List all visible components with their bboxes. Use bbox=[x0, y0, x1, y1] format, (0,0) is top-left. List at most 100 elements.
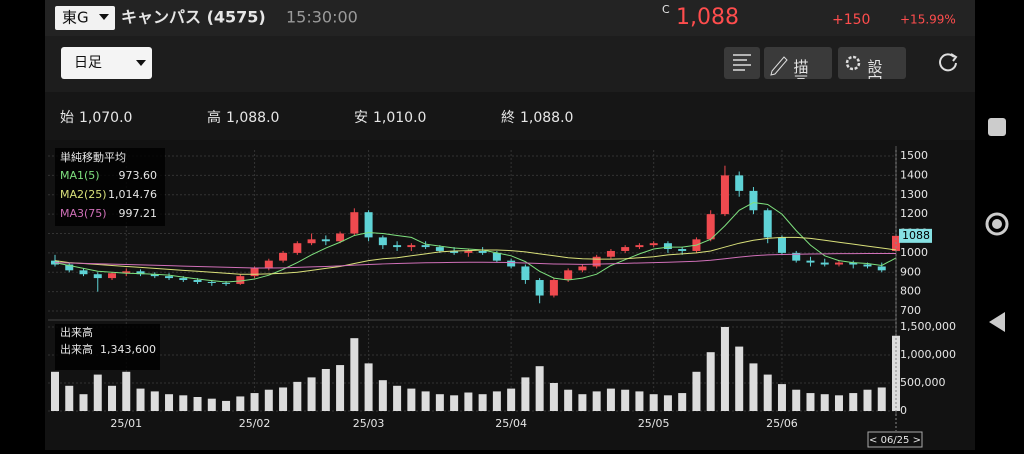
candle-body bbox=[777, 237, 786, 253]
volume-tick-label: 1,000,000 bbox=[900, 348, 956, 361]
volume-bar bbox=[450, 395, 459, 411]
ma-line bbox=[54, 236, 897, 275]
volume-bar bbox=[792, 389, 801, 411]
volume-bar bbox=[307, 377, 316, 411]
toolbar bbox=[45, 36, 975, 92]
time: 15:30:00 bbox=[286, 8, 358, 27]
draw-label: 描画 bbox=[792, 59, 810, 89]
candle-body bbox=[549, 280, 558, 296]
candle-body bbox=[350, 212, 359, 234]
candle-body bbox=[578, 266, 587, 271]
volume-bar bbox=[321, 368, 330, 411]
draw-button[interactable]: 描画 bbox=[764, 47, 832, 89]
volume-bar bbox=[65, 385, 74, 411]
candle-body bbox=[236, 276, 245, 284]
y-tick-label: 900 bbox=[900, 265, 921, 278]
nav-home[interactable] bbox=[985, 212, 1009, 236]
candle-body bbox=[264, 260, 273, 269]
x-tick-label: 25/05 bbox=[638, 417, 670, 430]
candle-body bbox=[378, 237, 387, 246]
ma-legend-title: 単純移動平均 bbox=[60, 150, 126, 164]
candle-body bbox=[464, 250, 473, 253]
ma-line bbox=[54, 252, 896, 269]
volume-bar bbox=[892, 335, 900, 411]
candle-body bbox=[521, 266, 530, 281]
candle-body bbox=[79, 270, 88, 275]
settings-button[interactable]: 設定 bbox=[838, 47, 906, 90]
volume-bar bbox=[621, 389, 630, 411]
volume-bar bbox=[51, 371, 59, 411]
volume-bar bbox=[706, 352, 715, 411]
legend-value: 973.60 bbox=[119, 169, 158, 182]
period: 日足 bbox=[74, 55, 102, 71]
settings-bg bbox=[838, 47, 906, 79]
x-tick-label: 25/06 bbox=[766, 417, 798, 430]
refresh-arrow bbox=[950, 53, 958, 62]
volume-bar bbox=[407, 388, 416, 411]
volume-bar bbox=[735, 346, 744, 411]
legend-name: MA2(25) bbox=[60, 188, 107, 201]
nav-home-dot bbox=[992, 219, 1002, 229]
candle-body bbox=[735, 175, 744, 191]
legend-name: MA1(5) bbox=[60, 169, 100, 182]
candle-body bbox=[336, 233, 345, 242]
volume-tick-label: 500,000 bbox=[900, 376, 946, 389]
refresh-icon[interactable] bbox=[939, 53, 957, 72]
candle-body bbox=[606, 250, 615, 257]
list-button[interactable] bbox=[724, 47, 760, 79]
last-price-box bbox=[899, 228, 932, 243]
candle-body bbox=[592, 256, 601, 267]
candle-body bbox=[364, 212, 373, 238]
candle-body bbox=[65, 264, 74, 271]
ohlc-label: 高 bbox=[207, 109, 221, 126]
volume-bar bbox=[222, 400, 231, 411]
volume-bar bbox=[663, 395, 672, 411]
settings-label: 設定 bbox=[866, 59, 884, 90]
ohlc-label: 始 bbox=[60, 110, 74, 126]
candle-body bbox=[51, 260, 59, 265]
candle-body bbox=[849, 262, 858, 265]
exchange-select[interactable] bbox=[55, 6, 115, 30]
ma-line bbox=[54, 201, 897, 283]
candle-body bbox=[279, 252, 288, 261]
y-tick-label: 700 bbox=[900, 304, 921, 317]
volume-bar bbox=[549, 382, 558, 411]
volume-bar bbox=[478, 394, 487, 411]
candle-body bbox=[407, 245, 416, 248]
volume-bar bbox=[421, 391, 430, 411]
nav-back[interactable] bbox=[989, 312, 1005, 332]
volume-bar bbox=[250, 393, 259, 411]
candle-body bbox=[150, 274, 159, 277]
ohlc-label: 安 bbox=[354, 110, 368, 126]
candle-body bbox=[393, 245, 402, 248]
volume-bar bbox=[649, 394, 658, 411]
volume-bar bbox=[635, 391, 644, 411]
candle-body bbox=[792, 252, 801, 261]
volume-bar bbox=[678, 393, 687, 411]
nav-square[interactable] bbox=[988, 118, 1006, 136]
gear-icon bbox=[845, 55, 861, 71]
volume-bar bbox=[849, 393, 858, 411]
ohlc-value: 1,088.0 bbox=[520, 110, 573, 126]
candle-body bbox=[321, 239, 330, 242]
volume-legend-value: 1,343,600 bbox=[100, 343, 156, 356]
volume-bar bbox=[108, 385, 117, 411]
volume-bar bbox=[777, 384, 786, 411]
volume-bar bbox=[464, 392, 473, 411]
volume-bar bbox=[564, 389, 573, 411]
volume-bar bbox=[492, 391, 501, 411]
volume-legend-label: 出来高 bbox=[60, 342, 93, 356]
candle-body bbox=[122, 271, 131, 274]
volume-bar bbox=[150, 391, 159, 411]
candle-body bbox=[421, 245, 430, 248]
volume-bar bbox=[122, 371, 131, 411]
candle-body bbox=[621, 247, 630, 251]
candle-body bbox=[535, 280, 544, 296]
dropdown-icon bbox=[136, 60, 146, 66]
candle-body bbox=[93, 274, 102, 279]
candle-body bbox=[293, 243, 302, 253]
period-select[interactable] bbox=[61, 47, 152, 79]
cursor-box bbox=[867, 431, 923, 448]
